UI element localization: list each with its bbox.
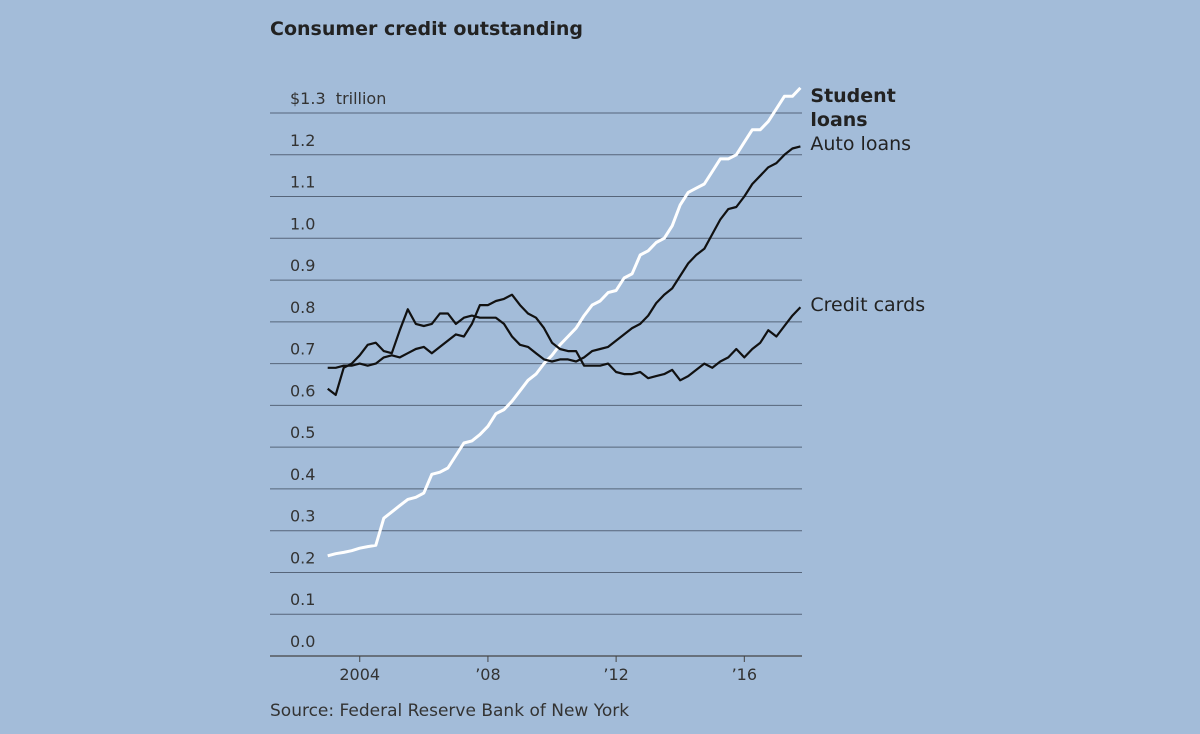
y-tick-label: 0.4 (290, 465, 315, 484)
x-tick-label: ’16 (732, 665, 757, 684)
x-tick-label: ’08 (475, 665, 500, 684)
series-label: Student loans (810, 84, 896, 131)
y-tick-label: 0.8 (290, 298, 315, 317)
y-tick-label: 1.1 (290, 173, 315, 192)
series-line (327, 145, 801, 396)
y-tick-label: 0.0 (290, 632, 315, 651)
y-tick-label: 0.9 (290, 256, 315, 275)
y-tick-label: 0.2 (290, 548, 315, 567)
series-line (327, 293, 802, 382)
y-tick-label: 0.5 (290, 423, 315, 442)
y-tick-label: $1.3 trillion (290, 89, 386, 108)
y-tick-label: 1.2 (290, 131, 315, 150)
x-tick-label: ’12 (603, 665, 628, 684)
y-tick-label: 1.0 (290, 214, 315, 233)
y-tick-label: 0.1 (290, 590, 315, 609)
series-label: Auto loans (810, 133, 912, 156)
y-tick-label: 0.3 (290, 507, 315, 526)
source: Source: Federal Reserve Bank of New York (270, 701, 629, 721)
chart-title: Consumer credit outstanding (270, 18, 583, 40)
y-tick-label: 0.7 (290, 340, 315, 359)
series-label: Credit cards (810, 294, 926, 317)
y-tick-label: 0.6 (290, 381, 315, 400)
series-line (327, 86, 802, 558)
x-tick-label: 2004 (339, 665, 380, 684)
